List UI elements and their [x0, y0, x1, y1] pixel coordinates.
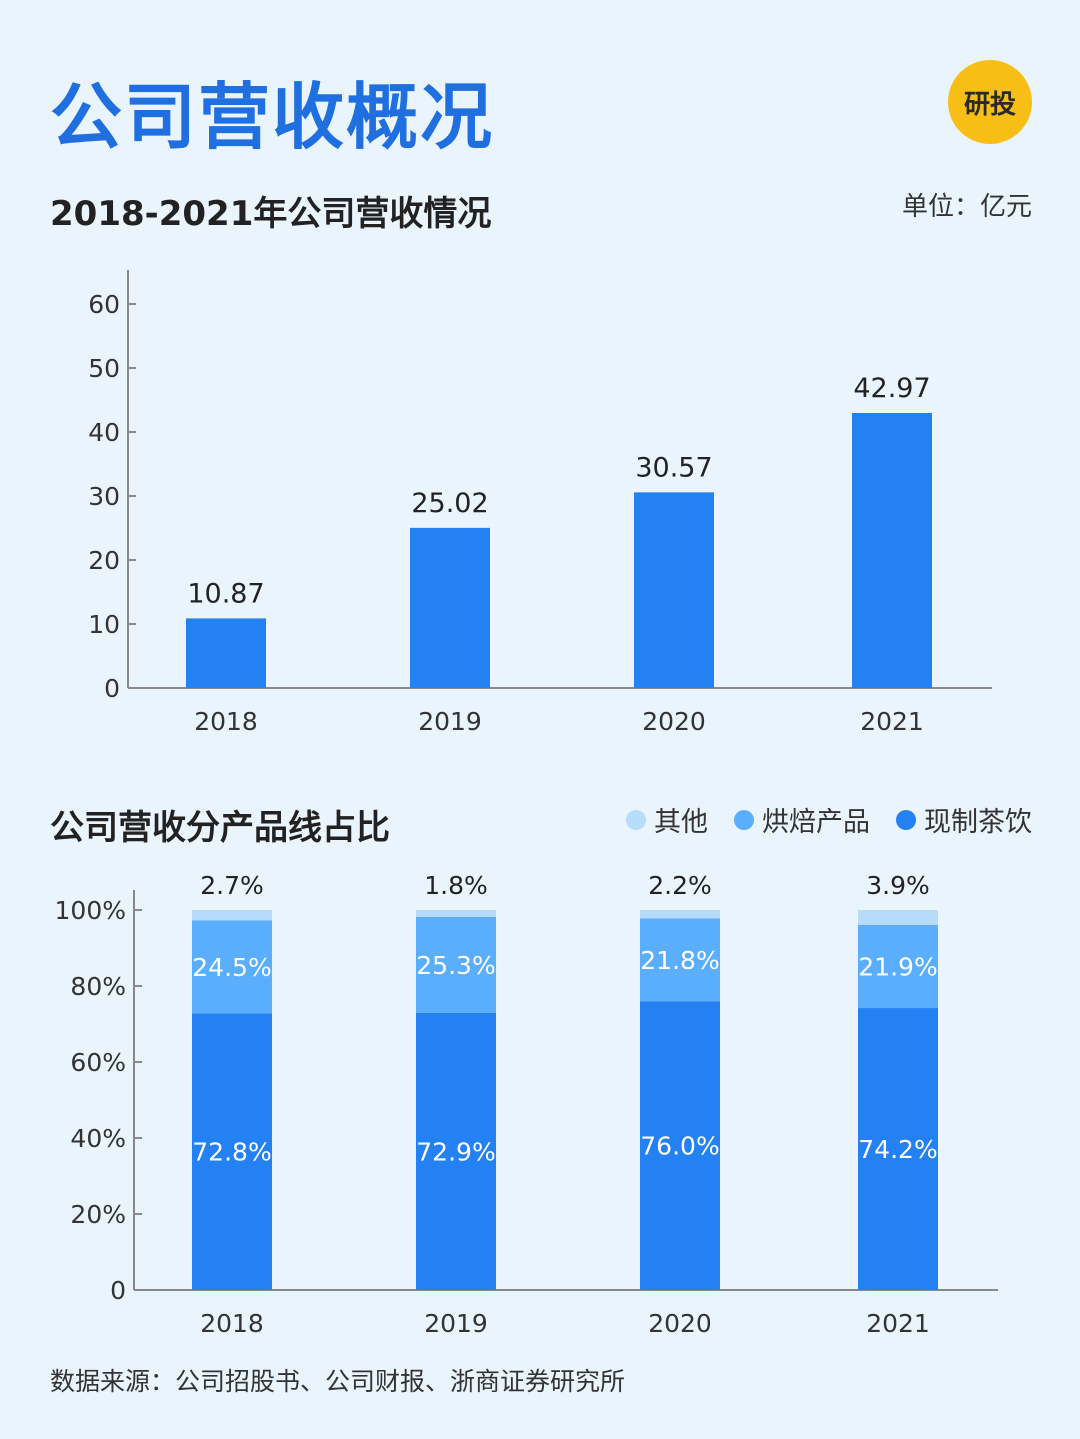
legend-dot-other: [626, 809, 646, 830]
unit-label: 单位：亿元: [901, 192, 1032, 222]
stacked-segment: [640, 918, 720, 1002]
stacked-segment: [416, 1012, 496, 1290]
legend-item-tea: 现制茶饮: [896, 800, 1032, 839]
segment-value-label: 2.7%: [200, 871, 264, 900]
bar-value-label: 25.02: [411, 488, 488, 519]
revenue-bar: [634, 492, 714, 688]
y-tick-label: 50: [88, 354, 120, 383]
legend-label-tea: 现制茶饮: [924, 807, 1032, 838]
stacked-segment: [858, 924, 938, 1009]
revenue-chart-title: 2018-2021年公司营收情况: [50, 194, 492, 234]
y-tick-label: 0: [104, 674, 120, 703]
segment-value-label: 72.8%: [192, 1138, 271, 1167]
y-tick-label: 30: [88, 482, 120, 511]
x-tick-label: 2018: [200, 1309, 264, 1338]
y-tick-label: 80%: [70, 972, 126, 1001]
x-tick-label: 2019: [424, 1309, 488, 1338]
stacked-segment: [416, 910, 496, 917]
segment-value-label: 2.2%: [648, 871, 712, 900]
legend-dot-bakery: [734, 809, 754, 830]
segment-value-label: 3.9%: [866, 871, 930, 900]
revenue-bar: [186, 618, 266, 688]
y-tick-label: 20: [88, 546, 120, 575]
segment-value-label: 25.3%: [416, 951, 495, 980]
legend: 其他 烘焙产品 现制茶饮: [626, 800, 1032, 839]
product-share-chart-title: 公司营收分产品线占比: [50, 808, 390, 848]
stacked-segment: [192, 910, 272, 921]
bar-value-label: 30.57: [635, 452, 712, 483]
legend-dot-tea: [896, 809, 916, 830]
y-tick-label: 20%: [70, 1200, 126, 1229]
x-tick-label: 2019: [418, 707, 482, 736]
segment-value-label: 72.9%: [416, 1137, 495, 1166]
segment-value-label: 21.9%: [858, 952, 937, 981]
x-tick-label: 2018: [194, 707, 258, 736]
segment-value-label: 1.8%: [424, 871, 488, 900]
stacked-segment: [192, 1013, 272, 1290]
legend-item-bakery: 烘焙产品: [734, 800, 870, 839]
segment-value-label: 21.8%: [640, 946, 719, 975]
data-source: 数据来源：公司招股书、公司财报、浙商证券研究所: [50, 1367, 626, 1396]
brand-badge: 研投: [948, 60, 1032, 144]
y-tick-label: 10: [88, 610, 120, 639]
stacked-segment: [858, 910, 938, 925]
x-tick-label: 2021: [860, 707, 924, 736]
y-tick-label: 60: [88, 290, 120, 319]
page-title: 公司营收概况: [50, 75, 495, 159]
bar-value-label: 10.87: [187, 578, 264, 609]
y-tick-label: 40%: [70, 1124, 126, 1153]
revenue-bar: [852, 412, 932, 688]
stacked-segment: [640, 910, 720, 919]
x-tick-label: 2021: [866, 1309, 930, 1338]
stacked-segment: [192, 920, 272, 1014]
stacked-segment: [640, 1001, 720, 1290]
y-tick-label: 0: [110, 1276, 126, 1305]
revenue-bar: [410, 527, 490, 688]
bar-value-label: 42.97: [853, 373, 930, 404]
y-tick-label: 40: [88, 418, 120, 447]
segment-value-label: 24.5%: [192, 953, 271, 982]
legend-label-bakery: 烘焙产品: [762, 807, 870, 838]
stacked-segment: [858, 1008, 938, 1290]
y-tick-label: 100%: [55, 896, 126, 925]
legend-item-other: 其他: [626, 800, 708, 839]
stacked-segment: [416, 916, 496, 1013]
x-tick-label: 2020: [642, 707, 706, 736]
segment-value-label: 74.2%: [858, 1135, 937, 1164]
segment-value-label: 76.0%: [640, 1132, 719, 1161]
x-tick-label: 2020: [648, 1309, 712, 1338]
legend-label-other: 其他: [654, 807, 708, 838]
y-tick-label: 60%: [70, 1048, 126, 1077]
